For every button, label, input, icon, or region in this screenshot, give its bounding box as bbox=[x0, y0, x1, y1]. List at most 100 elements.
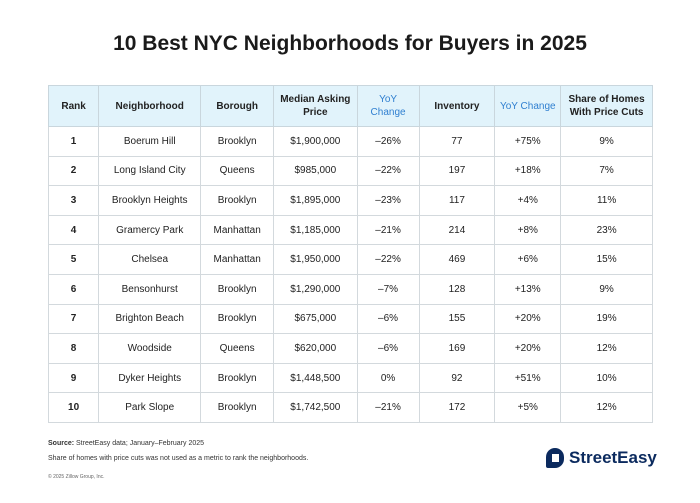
table-cell: +51% bbox=[494, 362, 562, 394]
table-row: 3 Brooklyn Heights Brooklyn $1,895,000 –23% 1… bbox=[47, 185, 653, 216]
source-line: Source: StreetEasy data; January–Februar… bbox=[48, 440, 204, 447]
column-header: YoY Change bbox=[356, 85, 420, 127]
table-cell: 12% bbox=[560, 392, 653, 423]
table-cell: 23% bbox=[560, 214, 653, 246]
table-cell: Brooklyn Heights bbox=[98, 185, 202, 216]
table-cell: Brooklyn bbox=[200, 273, 275, 305]
table-cell: –26% bbox=[356, 126, 420, 157]
table-cell: $1,742,500 bbox=[273, 392, 358, 423]
table-cell: 12% bbox=[560, 333, 653, 364]
table-cell: –23% bbox=[356, 185, 420, 216]
table-cell: Brooklyn bbox=[200, 362, 275, 394]
table-cell: Brooklyn bbox=[200, 185, 275, 216]
table-cell: $675,000 bbox=[273, 303, 358, 335]
table-cell: $1,290,000 bbox=[273, 273, 358, 305]
table-cell: +8% bbox=[494, 214, 562, 246]
table-cell: 92 bbox=[418, 362, 496, 394]
table-cell: 214 bbox=[418, 214, 496, 246]
table-cell: $1,900,000 bbox=[273, 126, 358, 157]
table-cell: $1,950,000 bbox=[273, 244, 358, 275]
table-cell: –7% bbox=[356, 273, 420, 305]
table-cell: Brooklyn bbox=[200, 392, 275, 423]
column-header: YoY Change bbox=[494, 85, 562, 127]
table-cell: $985,000 bbox=[273, 155, 358, 187]
column-header: Median Asking Price bbox=[273, 85, 358, 127]
table-cell: +18% bbox=[494, 155, 562, 187]
table-header: Rank Neighborhood Borough Median Asking Pri… bbox=[47, 85, 653, 127]
table-cell: 19% bbox=[560, 303, 653, 335]
table-cell: Gramercy Park bbox=[98, 214, 202, 246]
table-cell: 9% bbox=[560, 273, 653, 305]
table-cell: +75% bbox=[494, 126, 562, 157]
table-cell: 1 bbox=[47, 126, 100, 157]
table-cell: 128 bbox=[418, 273, 496, 305]
table-cell: 155 bbox=[418, 303, 496, 335]
table-cell: Woodside bbox=[98, 333, 202, 364]
table-cell: $1,895,000 bbox=[273, 185, 358, 216]
table-cell: 8 bbox=[47, 333, 100, 364]
table-cell: 4 bbox=[47, 214, 100, 246]
table-cell: Brighton Beach bbox=[98, 303, 202, 335]
table-cell: $620,000 bbox=[273, 333, 358, 364]
table-cell: 3 bbox=[47, 185, 100, 216]
table-cell: Chelsea bbox=[98, 244, 202, 275]
table-cell: Park Slope bbox=[98, 392, 202, 423]
table-cell: Brooklyn bbox=[200, 126, 275, 157]
column-header: Borough bbox=[200, 85, 275, 127]
table-cell: –21% bbox=[356, 392, 420, 423]
table-cell: 172 bbox=[418, 392, 496, 423]
table-cell: 2 bbox=[47, 155, 100, 187]
table-cell: $1,185,000 bbox=[273, 214, 358, 246]
table-cell: 9 bbox=[47, 362, 100, 394]
page-title: 10 Best NYC Neighborhoods for Buyers in … bbox=[113, 32, 587, 55]
table-cell: Manhattan bbox=[200, 244, 275, 275]
table-row: 10 Park Slope Brooklyn $1,742,500 –21% 172 +5%… bbox=[47, 392, 653, 423]
table-cell: +4% bbox=[494, 185, 562, 216]
table-cell: 5 bbox=[47, 244, 100, 275]
table-cell: Manhattan bbox=[200, 214, 275, 246]
neighborhoods-table: Rank Neighborhood Borough Median Asking Pri… bbox=[47, 85, 653, 423]
table-cell: 9% bbox=[560, 126, 653, 157]
table-row: 9 Dyker Heights Brooklyn $1,448,500 0% 92 +51%… bbox=[47, 362, 653, 394]
table-cell: 11% bbox=[560, 185, 653, 216]
table-cell: –6% bbox=[356, 303, 420, 335]
table-cell: Boerum Hill bbox=[98, 126, 202, 157]
source-label: Source: bbox=[48, 440, 75, 447]
table-row: 7 Brighton Beach Brooklyn $675,000 –6% 155 +20… bbox=[47, 303, 653, 335]
table-row: 6 Bensonhurst Brooklyn $1,290,000 –7% 128 +13%… bbox=[47, 273, 653, 305]
streeteasy-logo: StreetEasy bbox=[546, 448, 657, 468]
table-cell: 10% bbox=[560, 362, 653, 394]
building-pin-icon bbox=[546, 448, 564, 468]
table-row: 1 Boerum Hill Brooklyn $1,900,000 –26% 77 +75%… bbox=[47, 126, 653, 157]
table-cell: 7% bbox=[560, 155, 653, 187]
logo-text: StreetEasy bbox=[569, 448, 657, 467]
table-cell: 197 bbox=[418, 155, 496, 187]
table-cell: Brooklyn bbox=[200, 303, 275, 335]
table-row: 5 Chelsea Manhattan $1,950,000 –22% 469 +6% 15% bbox=[47, 244, 653, 275]
table-row: 8 Woodside Queens $620,000 –6% 169 +20% 12% bbox=[47, 333, 653, 364]
table-cell: +5% bbox=[494, 392, 562, 423]
column-header: Rank bbox=[47, 85, 100, 127]
table-cell: –21% bbox=[356, 214, 420, 246]
table-cell: 469 bbox=[418, 244, 496, 275]
table-cell: 7 bbox=[47, 303, 100, 335]
table-cell: 6 bbox=[47, 273, 100, 305]
table-row: 2 Long Island City Queens $985,000 –22% 197 +1… bbox=[47, 155, 653, 187]
table-cell: +20% bbox=[494, 333, 562, 364]
footnote: Share of homes with price cuts was not u… bbox=[48, 455, 309, 462]
table-row: 4 Gramercy Park Manhattan $1,185,000 –21% 214… bbox=[47, 214, 653, 246]
table-cell: –22% bbox=[356, 155, 420, 187]
table-cell: Queens bbox=[200, 333, 275, 364]
column-header: Share of Homes With Price Cuts bbox=[560, 85, 653, 127]
column-header: Inventory bbox=[418, 85, 496, 127]
table-cell: 117 bbox=[418, 185, 496, 216]
table-cell: Dyker Heights bbox=[98, 362, 202, 394]
table-cell: –22% bbox=[356, 244, 420, 275]
table-cell: 10 bbox=[47, 392, 100, 423]
table-cell: –6% bbox=[356, 333, 420, 364]
table-cell: +13% bbox=[494, 273, 562, 305]
source-text: StreetEasy data; January–February 2025 bbox=[74, 440, 205, 447]
table-cell: 77 bbox=[418, 126, 496, 157]
table-cell: 15% bbox=[560, 244, 653, 275]
